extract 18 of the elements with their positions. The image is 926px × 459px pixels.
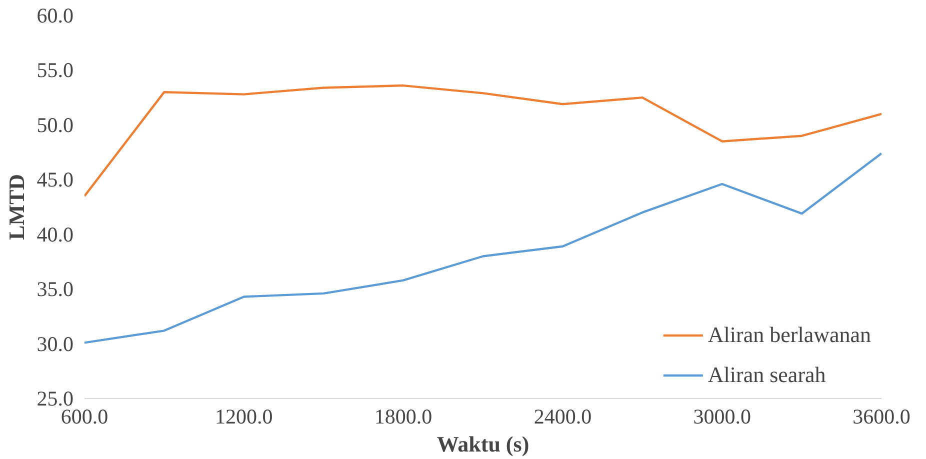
y-tick-label: 35.0: [36, 277, 74, 302]
x-tick-label: 1200.0: [215, 404, 273, 428]
y-tick-label: 45.0: [36, 168, 74, 192]
x-axis-title: Waktu (s): [436, 432, 530, 456]
x-tick-label: 3000.0: [693, 404, 751, 428]
y-axis-title: LMTD: [4, 174, 29, 240]
legend-label: Aliran searah: [708, 362, 826, 388]
y-tick-label: 55.0: [36, 58, 74, 82]
y-tick-label: 30.0: [36, 332, 74, 356]
y-tick-label: 60.0: [36, 4, 74, 28]
y-tick-label: 40.0: [36, 222, 74, 246]
x-tick-label: 1800.0: [374, 404, 432, 428]
y-tick-label: 50.0: [36, 112, 74, 137]
x-tick-label: 3600.0: [852, 404, 910, 428]
legend-label: Aliran berlawanan: [708, 322, 871, 348]
x-tick-label: 2400.0: [534, 404, 592, 428]
line-series: [84, 152, 882, 344]
line-series: [84, 84, 882, 198]
